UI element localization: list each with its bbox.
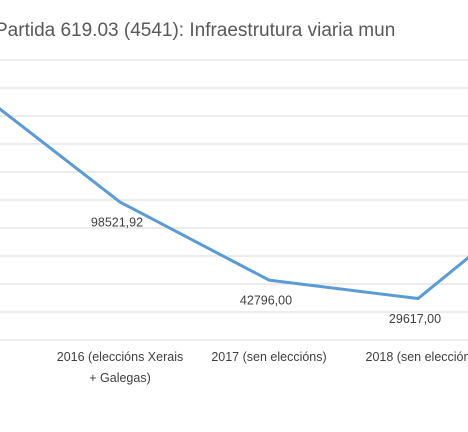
data-label: 29617,00 [389, 312, 441, 326]
line-series [0, 107, 468, 301]
data-label: 98521,92 [91, 215, 143, 229]
x-tick-label: 2016 (eleccións Xerais + Galegas) [57, 350, 183, 385]
chart-title: Partida 619.03 (4541): Infraestrutura vi… [0, 20, 395, 41]
x-tick-label: 2018 (sen elección [366, 350, 468, 364]
data-label: 42796,00 [240, 293, 292, 307]
x-tick-label: 2017 (sen eleccións) [211, 350, 326, 364]
